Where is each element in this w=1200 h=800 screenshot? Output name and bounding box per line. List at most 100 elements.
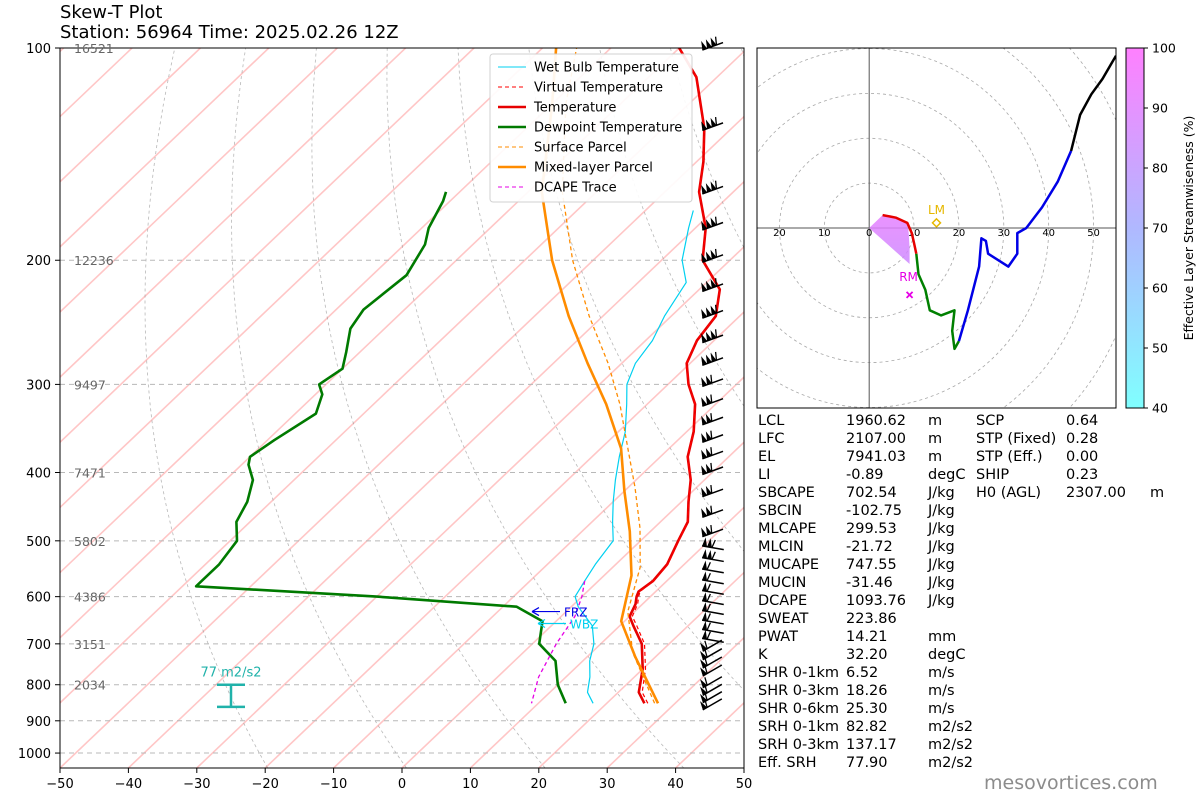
wind-barb-feather bbox=[706, 583, 711, 592]
wind-barb-staff bbox=[702, 397, 724, 407]
stat-right-value: 0.64 bbox=[1066, 413, 1099, 429]
wind-barb-feather bbox=[710, 430, 713, 439]
frz-arrowhead bbox=[531, 607, 540, 617]
wind-barb-staff bbox=[701, 556, 724, 563]
x-tick-label: −10 bbox=[320, 777, 347, 792]
stat-left-value: -102.75 bbox=[846, 503, 902, 519]
hodo-ring-label: 50 bbox=[1087, 228, 1100, 239]
wind-barb-feather bbox=[704, 692, 708, 701]
wind-barb-flag bbox=[705, 375, 712, 385]
lm-label: LM bbox=[928, 203, 945, 217]
wind-barb bbox=[700, 664, 723, 677]
hodograph-frame bbox=[756, 47, 1117, 409]
wind-barb-glyph bbox=[701, 611, 724, 625]
isotherm-line bbox=[606, 636, 744, 768]
stat-left-name: Eff. SRH bbox=[758, 755, 817, 771]
y-tick-label: 900 bbox=[26, 715, 51, 730]
hodo-ring-label: 20 bbox=[953, 228, 966, 239]
frz-label: FRZ bbox=[564, 606, 587, 620]
wind-barb bbox=[700, 639, 723, 652]
wind-barb-flag bbox=[700, 667, 708, 677]
wind-barb-flag bbox=[701, 449, 708, 459]
wind-barb-feather bbox=[710, 462, 713, 472]
series-dewpoint-line bbox=[194, 191, 567, 704]
wind-barb-feather bbox=[706, 562, 711, 571]
height-label: 12236 bbox=[74, 253, 114, 268]
height-label: 2034 bbox=[74, 678, 106, 693]
stat-left-name: DCAPE bbox=[758, 593, 808, 609]
wind-barb-flag bbox=[702, 592, 708, 602]
wind-barb-feather bbox=[704, 684, 708, 693]
isotherm-line bbox=[60, 48, 543, 509]
wind-barb-glyph bbox=[701, 374, 724, 388]
wind-barb bbox=[701, 278, 724, 293]
height-label: 5802 bbox=[74, 534, 106, 549]
wind-barb-feather bbox=[706, 622, 711, 631]
wind-barb-flag bbox=[702, 620, 708, 631]
wind-barb-flag bbox=[701, 220, 708, 231]
stat-right-name: STP (Fixed) bbox=[976, 431, 1057, 447]
wind-barb-glyph bbox=[701, 351, 724, 367]
wind-barb-flag bbox=[705, 395, 712, 405]
stat-left-name: K bbox=[758, 647, 768, 663]
stat-left-value: 7941.03 bbox=[846, 449, 906, 465]
isotherm-line bbox=[60, 48, 270, 248]
wind-barb-flag bbox=[710, 278, 717, 289]
stat-left-name: MLCAPE bbox=[758, 521, 817, 537]
colorbar bbox=[1125, 47, 1145, 409]
wind-barb bbox=[701, 216, 724, 231]
rm-marker bbox=[905, 291, 914, 299]
wind-barb-flag bbox=[705, 506, 712, 516]
stat-left-unit: m bbox=[928, 431, 943, 447]
wind-barb-staff bbox=[702, 648, 723, 661]
height-label: 7471 bbox=[74, 465, 106, 480]
wind-barb-flag bbox=[701, 184, 708, 194]
wind-barb-glyph bbox=[700, 656, 723, 669]
srh-marker-label: 77 m2/s2 bbox=[200, 666, 261, 681]
wind-barb-flag bbox=[705, 183, 712, 193]
hodo-ring-label: 30 bbox=[997, 228, 1010, 239]
wind-barb-staff bbox=[702, 416, 724, 426]
wind-barb bbox=[700, 656, 723, 669]
y-tick-label: 200 bbox=[26, 254, 51, 269]
wind-barb-glyph bbox=[701, 304, 724, 319]
wind-barb-staff bbox=[701, 609, 724, 616]
lm-marker bbox=[931, 217, 942, 228]
legend-box bbox=[489, 53, 693, 203]
wind-barb-flag bbox=[702, 611, 708, 621]
wind-barb-staff bbox=[702, 698, 723, 711]
stat-left-value: 747.55 bbox=[846, 557, 897, 573]
y-tick-label: 1000 bbox=[18, 747, 51, 762]
wind-barb-glyph bbox=[701, 602, 724, 616]
wind-barb-glyph bbox=[701, 447, 724, 460]
stat-right-value: 0.28 bbox=[1066, 431, 1099, 447]
wind-barb-feather bbox=[706, 572, 711, 582]
wind-barb-flag bbox=[702, 537, 708, 547]
stat-left-unit: J/kg bbox=[928, 557, 955, 573]
wind-barb-flag bbox=[702, 549, 708, 559]
wind-barb-flag bbox=[702, 560, 708, 570]
stat-left-value: 18.26 bbox=[846, 683, 888, 699]
wind-barb-feather bbox=[706, 631, 711, 640]
stats-table: LCL 1960.62 m LFC 2107.00 m EL 7941.03 m LI -0.89 d… bbox=[758, 412, 1178, 776]
stat-left-name: SHR 0-3km bbox=[758, 683, 839, 699]
wind-barb-flag bbox=[701, 377, 708, 387]
wind-barb-staff bbox=[702, 122, 724, 132]
wind-barb bbox=[701, 374, 724, 388]
stat-left-unit: m2/s2 bbox=[928, 737, 974, 753]
y-tick-label: 600 bbox=[26, 591, 51, 606]
stat-left-value: 223.86 bbox=[846, 611, 897, 627]
wind-barb-staff bbox=[701, 619, 724, 625]
stat-left-name: SWEAT bbox=[758, 611, 809, 627]
credit-watermark: mesovortices.com bbox=[984, 772, 1158, 794]
wind-barb-flag bbox=[710, 330, 717, 340]
series-wetbulb-line bbox=[574, 210, 694, 704]
wind-barb bbox=[701, 537, 724, 551]
wind-barb bbox=[701, 602, 724, 616]
wind-barb-flag bbox=[710, 181, 717, 191]
isotherm-line bbox=[469, 506, 744, 768]
isotherm-line bbox=[60, 48, 133, 118]
legend-label: DCAPE Trace bbox=[534, 181, 617, 196]
dry-adiabat bbox=[528, 48, 744, 552]
colorbar-tick-label: 90 bbox=[1152, 101, 1168, 116]
